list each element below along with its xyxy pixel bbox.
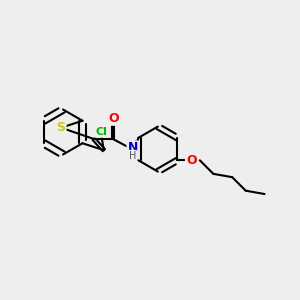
Text: S: S [57,121,66,134]
Text: O: O [108,112,119,125]
Text: N: N [128,141,138,154]
Text: O: O [186,154,196,167]
Text: Cl: Cl [95,127,107,137]
Text: H: H [129,151,136,161]
